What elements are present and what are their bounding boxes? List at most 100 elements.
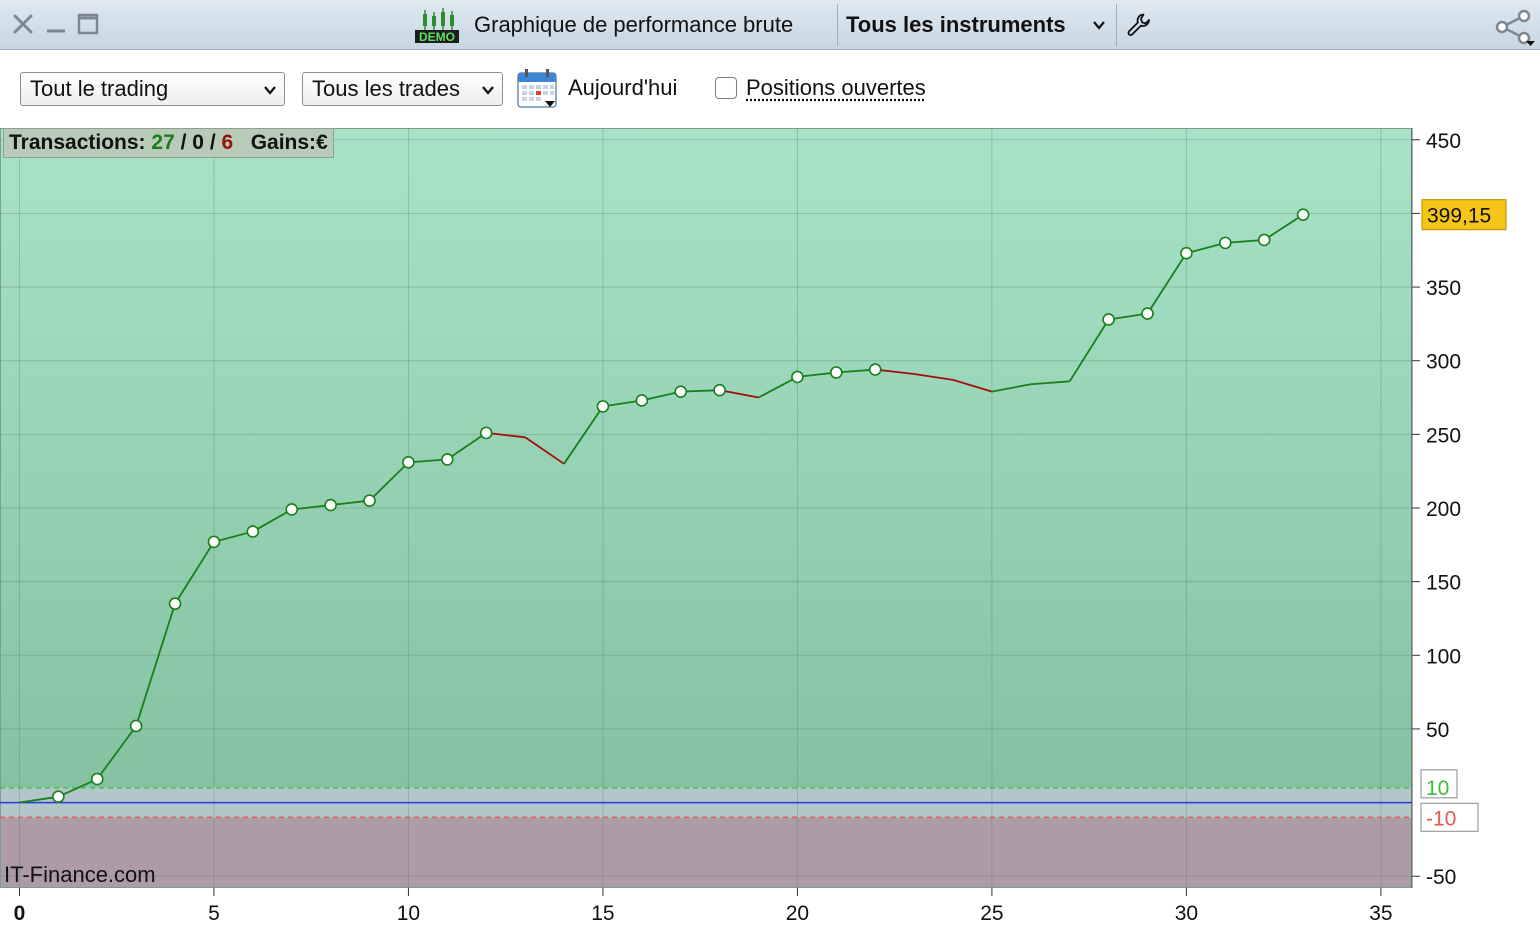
loss-segment [952,378,993,393]
gain-segment [1225,239,1265,244]
instrument-selector[interactable]: Tous les instruments [846,12,1066,37]
trade-point-marker [713,383,726,397]
gain-segment [602,399,642,408]
maximize-icon[interactable] [76,12,100,36]
gain-segment [174,541,215,605]
minimize-icon[interactable] [44,12,68,36]
demo-badge: DEMO [419,30,455,44]
chevron-down-icon [482,86,494,95]
trade-point-marker [1141,307,1154,320]
trade-point-marker [1180,246,1193,260]
wrench-icon[interactable] [1126,12,1152,38]
open-positions-label[interactable]: Positions ouvertes [746,75,926,100]
summary-separator: / [180,131,187,154]
trade-point-marker [52,790,65,803]
x-tick-label: 10 [397,902,420,925]
transactions-summary: Transactions: 27 / 0 / 6 Gains:€ [3,128,334,158]
trading-filter-value: Tout le trading [30,76,169,101]
x-tick-label: 30 [1175,902,1198,925]
share-icon[interactable] [1494,8,1536,46]
gain-segment [1068,318,1110,382]
loss-segment [719,389,759,399]
trade-point-marker [791,370,804,384]
y-tick-label: 450 [1426,130,1461,153]
upper-threshold-label: 10 [1426,777,1449,800]
trade-point-marker [246,525,260,538]
y-tick-label: 250 [1426,424,1461,447]
last-value-label: 399,15 [1427,205,1491,228]
trade-point-marker [129,719,143,733]
gain-segment [797,371,837,378]
transactions-label: Transactions: [9,131,146,154]
gains-label: Gains: [250,131,317,154]
x-tick-label: 20 [786,902,809,925]
last-value-badge [1421,199,1507,231]
trade-point-marker [1296,208,1310,221]
trade-point-marker [285,503,299,516]
calendar-icon[interactable] [517,69,559,109]
trade-point-marker [363,494,376,507]
gain-segment [96,725,137,780]
trade-point-marker [1102,313,1115,326]
trade-point-marker [207,535,221,549]
trade-point-marker [830,366,843,379]
trade-point-marker [168,597,182,611]
lower-threshold-label: -10 [1426,807,1456,830]
y-tick-label: -50 [1426,866,1456,889]
gain-segment [1108,312,1148,321]
close-icon[interactable] [11,12,35,36]
date-range-label[interactable]: Aujourd'hui [568,75,678,100]
window-titlebar: DEMO Graphique de performance brute Tous… [0,0,1540,50]
gain-segment [836,368,876,374]
trades-filter-value: Tous les trades [312,76,460,101]
x-tick-label: 5 [208,902,220,925]
trade-point-marker [441,453,454,466]
gain-segment [213,530,254,543]
gain-segment [1263,213,1304,241]
trade-point-marker [479,426,493,440]
upper-threshold-badge [1420,769,1458,799]
loss-zone [0,817,1412,888]
trade-point-marker [1218,236,1232,250]
loss-segment [913,373,954,381]
trades-filter-select[interactable]: Tous les trades [302,72,503,106]
x-tick-label: 25 [980,902,1003,925]
profit-zone [0,128,1412,788]
y-tick-label: 300 [1426,351,1461,374]
trade-point-marker [1257,233,1271,247]
gain-segment [680,389,720,393]
gain-segment [252,508,293,533]
x-tick-label: 0 [14,902,26,925]
gain-segment [330,499,370,506]
titlebar-divider [837,4,838,46]
loss-segment [875,368,915,375]
neutral-trades-count: 0 [192,131,204,154]
watermark: IT-Finance.com [4,862,156,887]
x-tick-label: 15 [591,902,614,925]
y-tick-label: 150 [1426,572,1461,595]
demo-logo-icon: DEMO [415,8,459,44]
trade-point-marker [402,456,415,469]
gain-segment [641,390,681,402]
gain-segment [291,504,331,511]
chevron-down-icon[interactable] [1092,18,1106,32]
gains-currency: € [316,131,328,154]
gain-segment [57,778,98,798]
gain-segment [19,795,59,804]
gain-segment [135,603,176,727]
x-tick-label: 35 [1369,902,1392,925]
trade-point-marker [90,772,104,786]
open-positions-checkbox[interactable] [715,77,737,99]
gain-segment [368,461,410,502]
trading-filter-select[interactable]: Tout le trading [20,72,285,106]
y-tick-label: 200 [1426,498,1461,521]
trade-point-marker [868,363,882,376]
trade-point-marker [596,400,610,413]
loss-segment [524,436,565,465]
winning-trades-count: 27 [151,131,175,154]
gain-segment [563,405,604,465]
gain-segment [1030,380,1070,386]
trade-point-marker [635,394,649,407]
trade-point-marker [324,498,337,512]
